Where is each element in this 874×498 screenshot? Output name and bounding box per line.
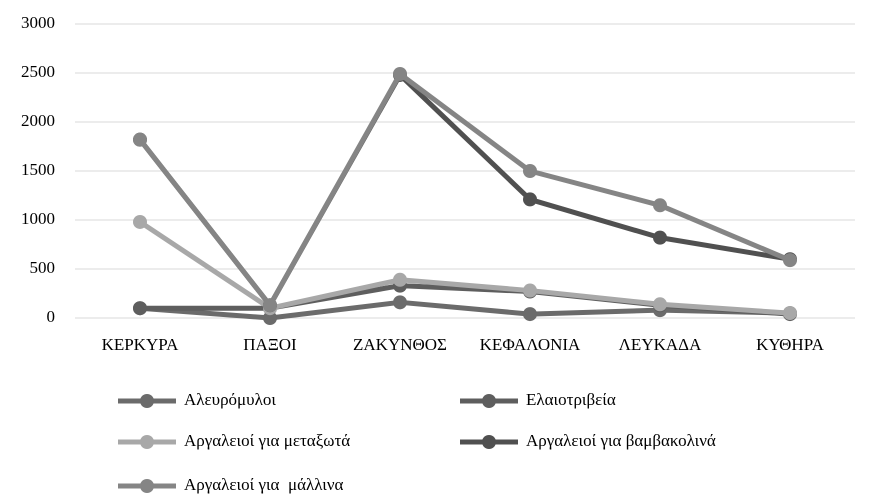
legend-marker	[140, 479, 154, 493]
data-point	[653, 198, 667, 213]
data-point	[653, 297, 667, 312]
y-tick-label: 2000	[21, 111, 55, 130]
data-point	[393, 295, 407, 310]
series-line	[138, 219, 791, 316]
x-tick-label: ΚΥΘΗΡΑ	[756, 335, 825, 354]
data-point	[653, 230, 667, 245]
x-tick-label: ΛΕΥΚΑΔΑ	[619, 335, 702, 354]
legend-label: Ελαιοτριβεία	[526, 390, 616, 409]
data-point	[133, 214, 147, 229]
y-tick-label: 2500	[21, 62, 55, 81]
legend-label: Αλευρόμυλοι	[184, 390, 276, 409]
data-point	[523, 283, 537, 298]
data-point	[393, 66, 407, 81]
legend-label: Αργαλειοί για μεταξωτά	[184, 431, 350, 450]
y-tick-label: 3000	[21, 13, 55, 32]
data-point	[263, 311, 277, 325]
y-tick-label: 1000	[21, 209, 55, 228]
data-point	[783, 253, 797, 268]
data-point	[783, 306, 797, 321]
series-line	[138, 72, 791, 308]
legend-marker	[482, 435, 496, 449]
x-tick-label: ΚΕΡΚΥΡΑ	[102, 335, 180, 354]
series-line	[138, 71, 791, 308]
x-tick-label: ΚΕΦΑΛΟΝΙΑ	[480, 335, 581, 354]
data-point	[523, 164, 537, 178]
legend-marker	[482, 394, 496, 408]
legend-label: Αργαλειοί για μάλλινα	[184, 475, 344, 494]
y-tick-label: 0	[47, 307, 56, 326]
data-point	[393, 272, 407, 287]
legend-label: Αργαλειοί για βαμβακολινά	[526, 431, 716, 450]
legend-marker	[140, 394, 154, 408]
x-tick-label: ΖΑΚΥΝΘΟΣ	[353, 335, 447, 354]
y-tick-label: 1500	[21, 160, 55, 179]
series-line	[139, 299, 791, 321]
data-point	[523, 307, 537, 322]
data-point	[263, 298, 277, 313]
data-point	[523, 192, 537, 207]
data-point	[133, 301, 147, 316]
x-tick-label: ΠΑΞΟΙ	[243, 335, 297, 354]
legend-marker	[140, 435, 154, 449]
data-point	[133, 132, 147, 147]
y-tick-label: 500	[30, 258, 56, 277]
